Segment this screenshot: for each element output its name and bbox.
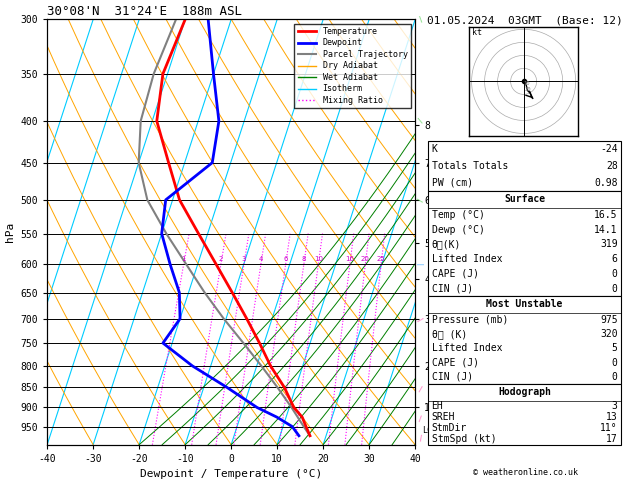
Text: SREH: SREH <box>431 412 455 422</box>
Text: 0: 0 <box>611 372 618 382</box>
Text: 25: 25 <box>377 256 386 262</box>
Text: 10: 10 <box>314 256 323 262</box>
Bar <box>428 141 621 191</box>
Text: LCL: LCL <box>423 426 438 435</box>
Text: 20: 20 <box>361 256 370 262</box>
Text: © weatheronline.co.uk: © weatheronline.co.uk <box>473 468 577 477</box>
Text: |: | <box>416 316 424 321</box>
Text: 2: 2 <box>219 256 223 262</box>
Text: 30°08'N  31°24'E  188m ASL: 30°08'N 31°24'E 188m ASL <box>47 5 242 18</box>
Text: Dewp (°C): Dewp (°C) <box>431 225 484 235</box>
Text: EH: EH <box>431 401 443 411</box>
Text: 0: 0 <box>611 358 618 367</box>
Text: Pressure (mb): Pressure (mb) <box>431 315 508 325</box>
Text: Surface: Surface <box>504 194 545 205</box>
Text: 13: 13 <box>606 412 618 422</box>
Text: Most Unstable: Most Unstable <box>486 299 563 309</box>
Text: 320: 320 <box>600 329 618 339</box>
Text: 4: 4 <box>259 256 263 262</box>
Text: CIN (J): CIN (J) <box>431 372 473 382</box>
Text: 3: 3 <box>611 401 618 411</box>
Text: |: | <box>417 118 423 124</box>
Text: StmSpd (kt): StmSpd (kt) <box>431 434 496 444</box>
Text: 5: 5 <box>611 343 618 353</box>
Text: 6: 6 <box>284 256 288 262</box>
Legend: Temperature, Dewpoint, Parcel Trajectory, Dry Adiabat, Wet Adiabat, Isotherm, Mi: Temperature, Dewpoint, Parcel Trajectory… <box>294 24 411 108</box>
Text: 319: 319 <box>600 240 618 249</box>
Text: θᴇ (K): θᴇ (K) <box>431 329 467 339</box>
Text: 6: 6 <box>611 254 618 264</box>
Text: Hodograph: Hodograph <box>498 387 551 397</box>
Text: Temp (°C): Temp (°C) <box>431 210 484 220</box>
Text: |: | <box>418 16 423 23</box>
Text: 16.5: 16.5 <box>594 210 618 220</box>
Text: 0.98: 0.98 <box>594 178 618 188</box>
Text: CAPE (J): CAPE (J) <box>431 269 479 279</box>
Text: 0: 0 <box>611 269 618 279</box>
Text: |: | <box>416 263 424 265</box>
Text: 11°: 11° <box>600 423 618 433</box>
Text: 10: 10 <box>524 81 530 87</box>
Y-axis label: km
ASL: km ASL <box>443 232 461 254</box>
Text: |: | <box>418 383 423 391</box>
Y-axis label: hPa: hPa <box>5 222 15 242</box>
Text: K: K <box>431 144 438 154</box>
Text: CIN (J): CIN (J) <box>431 283 473 294</box>
Text: CAPE (J): CAPE (J) <box>431 358 479 367</box>
Text: Lifted Index: Lifted Index <box>431 343 502 353</box>
Bar <box>428 384 621 445</box>
Text: 20: 20 <box>525 87 532 91</box>
Text: |: | <box>416 197 424 203</box>
Text: 0: 0 <box>611 283 618 294</box>
Bar <box>428 191 621 296</box>
Text: 14.1: 14.1 <box>594 225 618 235</box>
Text: Mixing Ratio (g/kg): Mixing Ratio (g/kg) <box>440 185 449 279</box>
X-axis label: Dewpoint / Temperature (°C): Dewpoint / Temperature (°C) <box>140 469 322 479</box>
Text: PW (cm): PW (cm) <box>431 178 473 188</box>
Text: θᴇ(K): θᴇ(K) <box>431 240 461 249</box>
Text: kt: kt <box>472 28 482 36</box>
Text: 28: 28 <box>606 161 618 171</box>
Text: 16: 16 <box>345 256 354 262</box>
Text: |: | <box>418 414 423 421</box>
Text: |: | <box>418 432 422 439</box>
Text: 3: 3 <box>242 256 246 262</box>
Bar <box>428 296 621 384</box>
Text: 8: 8 <box>301 256 306 262</box>
Text: 01.05.2024  03GMT  (Base: 12): 01.05.2024 03GMT (Base: 12) <box>427 16 623 26</box>
Text: -24: -24 <box>600 144 618 154</box>
Text: StmDir: StmDir <box>431 423 467 433</box>
Text: Totals Totals: Totals Totals <box>431 161 508 171</box>
Text: 17: 17 <box>606 434 618 444</box>
Text: 975: 975 <box>600 315 618 325</box>
Text: Lifted Index: Lifted Index <box>431 254 502 264</box>
Text: 1: 1 <box>181 256 186 262</box>
